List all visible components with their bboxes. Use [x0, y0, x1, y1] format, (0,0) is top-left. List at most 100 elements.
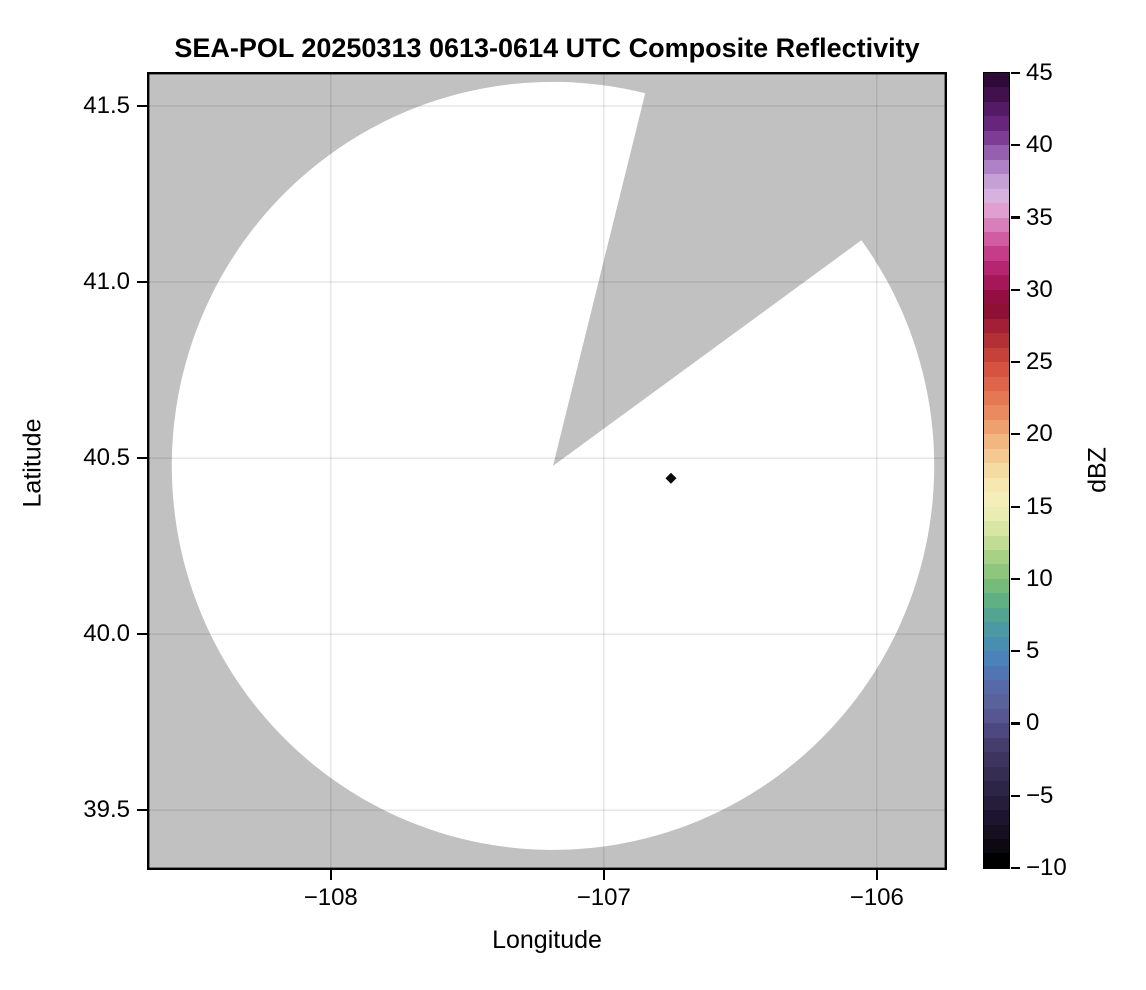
colorbar-band — [984, 217, 1009, 232]
colorbar-band — [984, 781, 1009, 796]
colorbar-tick-mark — [1011, 288, 1020, 291]
y-axis-label: Latitude — [18, 418, 47, 508]
colorbar-tick-label: 40 — [1026, 131, 1053, 159]
x-tick-mark — [602, 870, 605, 880]
colorbar-band — [984, 593, 1009, 608]
colorbar-band — [984, 73, 1009, 88]
colorbar-band — [984, 87, 1009, 102]
colorbar-band — [984, 101, 1009, 117]
colorbar-tick-label: 0 — [1026, 709, 1040, 737]
y-tick-label: 39.5 — [83, 796, 130, 824]
colorbar-band — [984, 246, 1009, 261]
colorbar-tick-mark — [1011, 144, 1020, 147]
colorbar-tick-mark — [1011, 722, 1020, 725]
colorbar-tick-label: 35 — [1026, 203, 1053, 231]
colorbar-band — [984, 116, 1009, 131]
colorbar-band — [984, 665, 1009, 681]
colorbar-tick-mark — [1011, 71, 1020, 75]
colorbar-band — [984, 188, 1009, 204]
colorbar-band — [984, 824, 1009, 840]
x-axis-label: Longitude — [492, 926, 602, 954]
axes-spine — [147, 72, 947, 870]
colorbar-band — [984, 448, 1009, 464]
x-tick-label: −106 — [849, 884, 904, 911]
colorbar-band — [984, 145, 1009, 160]
colorbar-band — [984, 203, 1009, 218]
colorbar-band — [984, 362, 1009, 377]
colorbar-band — [984, 333, 1009, 348]
y-tick-mark — [137, 457, 147, 460]
colorbar-band — [984, 622, 1009, 637]
colorbar-tick-label: 20 — [1026, 420, 1053, 448]
colorbar-tick-mark — [1011, 577, 1020, 580]
colorbar-tick-label: 30 — [1026, 275, 1053, 303]
colorbar-band — [984, 766, 1009, 782]
reflectivity-echo-point — [665, 472, 677, 484]
colorbar-band — [984, 607, 1009, 623]
colorbar-band — [984, 390, 1009, 406]
colorbar-band — [984, 694, 1009, 709]
colorbar-band — [984, 737, 1009, 753]
colorbar-band — [984, 795, 1009, 811]
colorbar-tick-label: −5 — [1026, 781, 1054, 809]
colorbar-band — [984, 376, 1009, 391]
y-tick-label: 40.5 — [83, 444, 130, 472]
colorbar-band — [984, 578, 1009, 594]
colorbar-tick-mark — [1011, 650, 1020, 653]
colorbar-band — [984, 535, 1009, 550]
map-axes — [147, 72, 947, 870]
y-tick-mark — [137, 105, 147, 108]
colorbar-band — [984, 174, 1009, 189]
colorbar-label: dBZ — [1083, 447, 1112, 493]
x-tick-mark — [875, 870, 878, 880]
colorbar-band — [984, 434, 1009, 449]
colorbar-band — [984, 318, 1009, 334]
y-tick-mark — [137, 809, 147, 812]
colorbar-band — [984, 130, 1009, 146]
colorbar-band — [984, 651, 1009, 666]
radar-scanned-area — [171, 81, 935, 850]
y-tick-label: 41.5 — [83, 92, 130, 120]
colorbar-band — [984, 564, 1009, 579]
radar-map-svg — [147, 72, 947, 870]
colorbar-tick-label: 10 — [1026, 564, 1053, 592]
colorbar-band — [984, 853, 1009, 868]
colorbar — [983, 72, 1010, 869]
y-tick-mark — [137, 633, 147, 636]
colorbar-band — [984, 304, 1009, 319]
colorbar-tick-label: 15 — [1026, 492, 1053, 520]
colorbar-band — [984, 839, 1009, 854]
colorbar-tick-label: −10 — [1026, 854, 1067, 881]
colorbar-band — [984, 419, 1009, 435]
x-tick-label: −108 — [303, 884, 358, 911]
y-tick-label: 41.0 — [83, 268, 130, 296]
colorbar-tick-mark — [1011, 433, 1020, 436]
colorbar-band — [984, 492, 1009, 507]
colorbar-tick-label: 25 — [1026, 348, 1053, 376]
x-tick-mark — [329, 870, 332, 880]
x-tick-label: −107 — [576, 884, 631, 911]
y-tick-label: 40.0 — [83, 620, 130, 648]
colorbar-band — [984, 159, 1009, 175]
colorbar-tick-label: 45 — [1026, 59, 1053, 86]
colorbar-band — [984, 231, 1009, 247]
colorbar-band — [984, 680, 1009, 695]
colorbar-band — [984, 506, 1009, 522]
colorbar-band — [984, 752, 1009, 767]
colorbar-tick-mark — [1011, 794, 1020, 797]
colorbar-band — [984, 636, 1009, 652]
colorbar-band — [984, 810, 1009, 825]
colorbar-band — [984, 477, 1009, 493]
colorbar-tick-mark — [1011, 360, 1020, 364]
colorbar-tick-mark — [1011, 866, 1020, 870]
colorbar-band — [984, 463, 1009, 478]
colorbar-band — [984, 521, 1009, 536]
colorbar-band — [984, 275, 1009, 290]
colorbar-band — [984, 289, 1009, 305]
y-tick-mark — [137, 281, 147, 284]
colorbar-band — [984, 708, 1009, 724]
colorbar-tick-mark — [1011, 216, 1020, 219]
colorbar-band — [984, 260, 1009, 276]
colorbar-tick-label: 5 — [1026, 637, 1040, 665]
